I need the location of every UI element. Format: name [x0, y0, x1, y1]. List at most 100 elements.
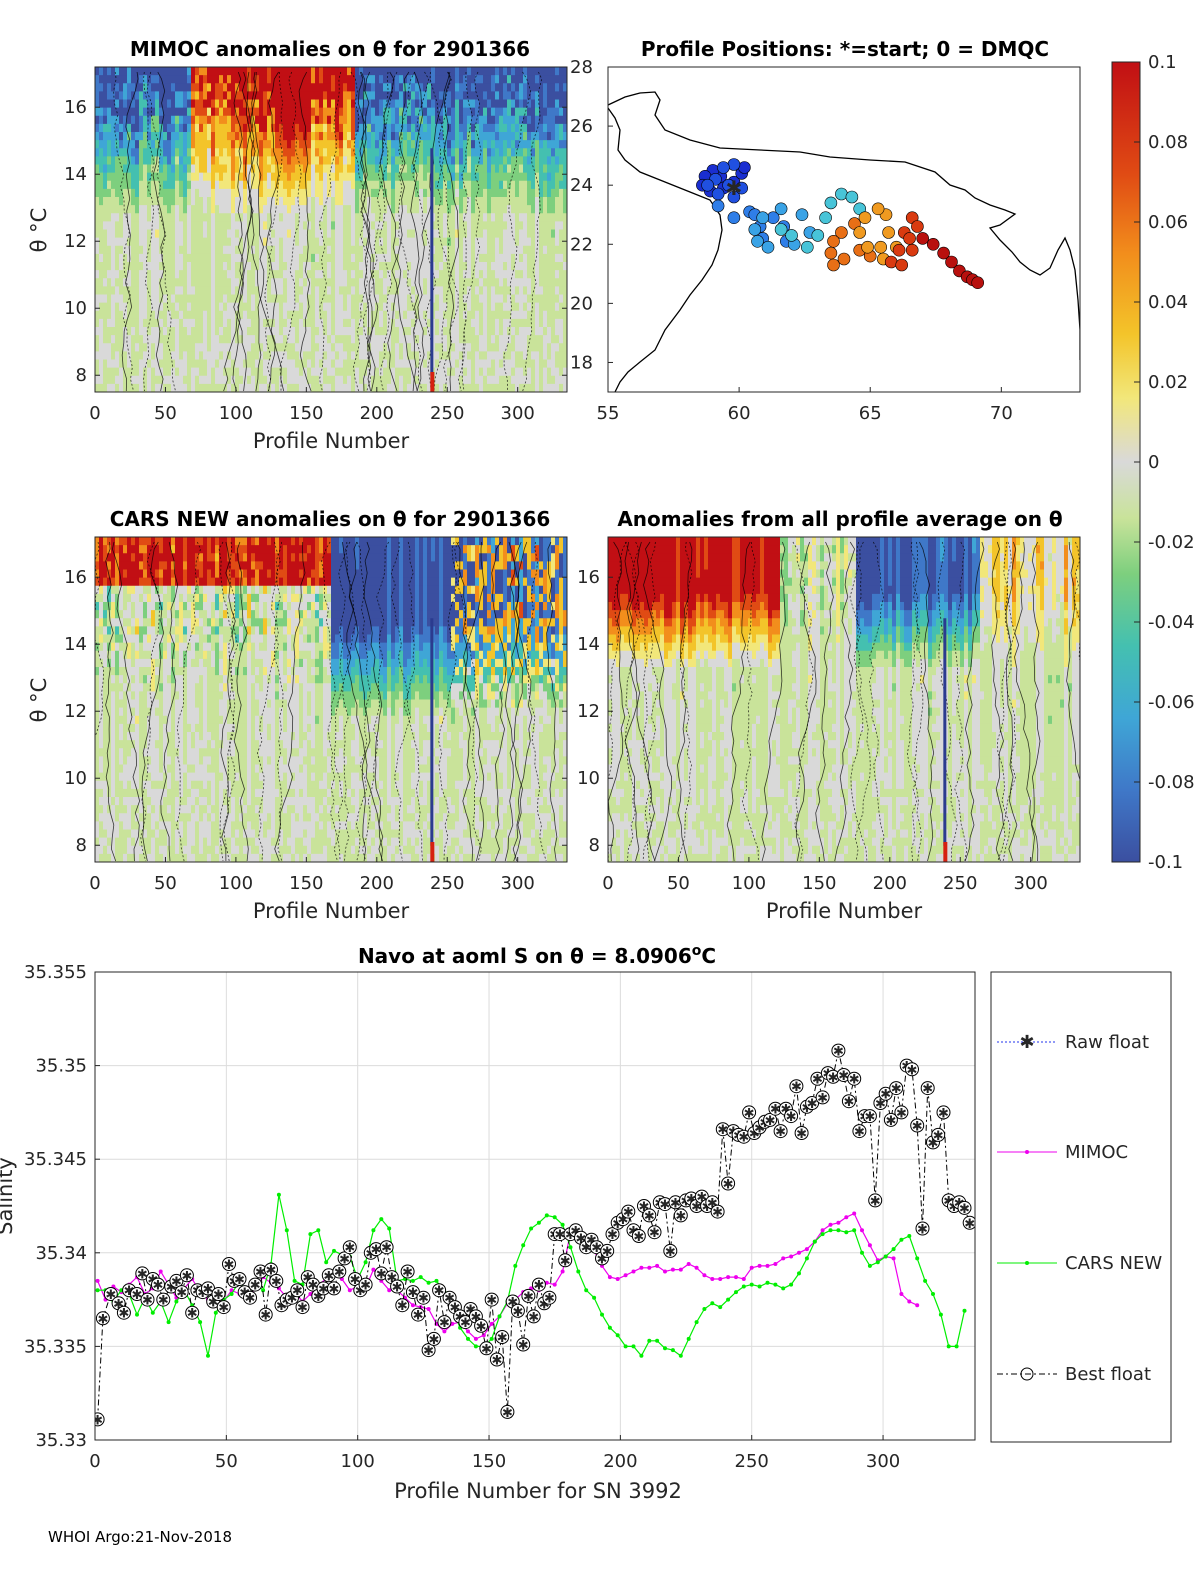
- mimoc-cell: [139, 278, 144, 287]
- mimoc-cell: [319, 164, 324, 174]
- mimoc-cell: [419, 156, 424, 166]
- mimoc-cell: [375, 123, 380, 133]
- mimoc-cell: [123, 318, 128, 328]
- mimoc-cell: [259, 148, 264, 157]
- mimoc-cell: [119, 75, 124, 84]
- mimoc-cell: [283, 318, 288, 328]
- mimoc-cell: [323, 270, 328, 279]
- mimoc-cell: [475, 221, 480, 231]
- mimoc-cell: [563, 262, 567, 271]
- mimoc-cell: [223, 318, 228, 328]
- mimoc-cell: [487, 172, 492, 182]
- mimoc-cell: [451, 237, 456, 247]
- mimoc-cell: [415, 343, 420, 352]
- mimoc-cell: [367, 253, 372, 263]
- mimoc-cell: [263, 245, 268, 255]
- mimoc-cell: [203, 75, 208, 84]
- mimoc-cell: [563, 327, 567, 336]
- mimoc-cell: [503, 286, 508, 296]
- mimoc-cell: [107, 343, 112, 352]
- mimoc-cell: [191, 237, 196, 247]
- mimoc-cell: [507, 367, 512, 377]
- mimoc-cell: [451, 115, 456, 125]
- mimoc-cell: [551, 188, 556, 198]
- mimoc-cell: [539, 367, 544, 377]
- mimoc-cell: [299, 213, 304, 222]
- mimoc-cell: [155, 132, 160, 141]
- mimoc-cell: [171, 327, 176, 336]
- mimoc-cell: [543, 107, 548, 117]
- mimoc-cell: [503, 115, 508, 125]
- mimoc-cell: [427, 253, 432, 263]
- mimoc-cell: [115, 148, 120, 157]
- mimoc-cell: [399, 83, 404, 92]
- mimoc-cell: [219, 302, 224, 312]
- mimoc-cell: [551, 302, 556, 312]
- mimoc-cell: [211, 294, 216, 304]
- mimoc-cell: [275, 67, 280, 76]
- mimoc-cell: [427, 229, 432, 239]
- mimoc-cell: [167, 164, 172, 174]
- mimoc-cell: [375, 294, 380, 304]
- mimoc-cell: [271, 262, 276, 271]
- mimoc-cell: [163, 188, 168, 198]
- mimoc-cell: [219, 140, 224, 149]
- mimoc-cell: [135, 99, 140, 109]
- mimoc-cell: [115, 351, 120, 361]
- mimoc-cell: [183, 351, 188, 361]
- mimoc-cell: [331, 172, 336, 182]
- mimoc-cell: [147, 335, 152, 344]
- mimoc-cell: [183, 99, 188, 109]
- mimoc-cell: [239, 188, 244, 198]
- mimoc-cell: [375, 156, 380, 166]
- mimoc-cell: [423, 197, 428, 206]
- track-point: [727, 158, 741, 171]
- mimoc-cell: [511, 172, 516, 182]
- mimoc-cell: [119, 335, 124, 344]
- mimoc-cell: [479, 229, 484, 239]
- mimoc-cell: [359, 180, 364, 190]
- mimoc-cell: [463, 140, 468, 149]
- mimoc-cell: [563, 310, 567, 320]
- mimoc-cell: [123, 359, 128, 369]
- mimoc-cell: [451, 83, 456, 92]
- mimoc-cell: [539, 91, 544, 101]
- mimoc-cell: [527, 335, 532, 344]
- mimoc-cell: [527, 367, 532, 377]
- mimoc-cell: [423, 383, 428, 392]
- mimoc-cell: [139, 367, 144, 377]
- mimoc-cell: [311, 327, 316, 336]
- mimoc-cell: [411, 253, 416, 263]
- mimoc-cell: [323, 213, 328, 222]
- mimoc-cell: [259, 67, 264, 76]
- mimoc-cell: [383, 262, 388, 271]
- mimoc-cell: [279, 229, 284, 239]
- mimoc-cell: [551, 310, 556, 320]
- mimoc-cell: [483, 237, 488, 247]
- mimoc-cell: [295, 237, 300, 247]
- mimoc-cell: [103, 83, 108, 92]
- mimoc-cell: [271, 221, 276, 231]
- mimoc-cell: [459, 286, 464, 296]
- mimoc-cell: [523, 107, 528, 117]
- mimoc-cell: [459, 375, 464, 385]
- mimoc-cell: [179, 294, 184, 304]
- mimoc-cell: [515, 335, 520, 344]
- mimoc-cell: [243, 294, 248, 304]
- mimoc-cell: [119, 148, 124, 157]
- cars-cell: [99, 610, 104, 619]
- mimoc-cell: [175, 278, 180, 287]
- mimoc-cell: [451, 343, 456, 352]
- mimoc-cell: [323, 237, 328, 247]
- mimoc-cell: [199, 229, 204, 239]
- mimoc-cell: [447, 99, 452, 109]
- mimoc-cell: [263, 383, 268, 392]
- mimoc-cell: [107, 318, 112, 328]
- mimoc-cell: [407, 107, 412, 117]
- mimoc-cell: [243, 67, 248, 76]
- mimoc-cell: [227, 83, 232, 92]
- mimoc-cell: [219, 107, 224, 117]
- mimoc-cell: [159, 286, 164, 296]
- mimoc-cell: [443, 75, 448, 84]
- mimoc-cell: [107, 359, 112, 369]
